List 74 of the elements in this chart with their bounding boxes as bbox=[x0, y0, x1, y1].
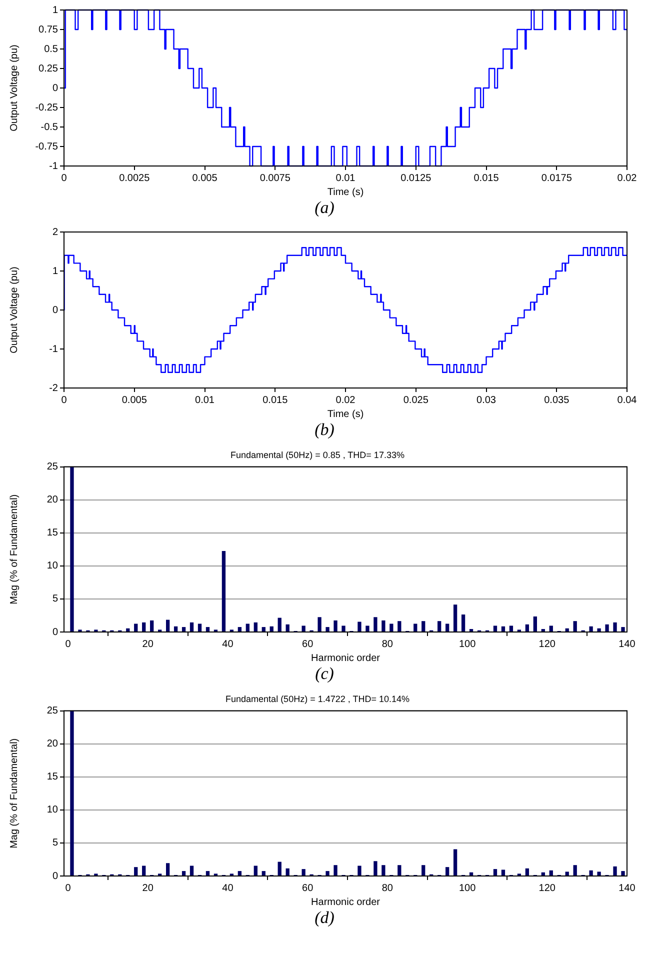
y-tick-label: 1 bbox=[52, 266, 58, 277]
x-tick-label: 120 bbox=[538, 638, 556, 650]
x-tick-label: 80 bbox=[382, 882, 394, 894]
text: (c) bbox=[314, 664, 335, 684]
x-tick-label: 0.01 bbox=[195, 394, 215, 406]
y-tick-label: 2 bbox=[52, 226, 58, 238]
x-tick-label: 0.0075 bbox=[260, 172, 291, 184]
y-tick-label: 15 bbox=[46, 772, 58, 783]
y-tick-label: 10 bbox=[46, 560, 58, 572]
x-tick-label: 80 bbox=[382, 638, 394, 650]
x-tick-label: 140 bbox=[618, 882, 636, 894]
x-tick-label: 60 bbox=[302, 638, 314, 650]
y-tick-label: -0.5 bbox=[40, 122, 58, 133]
x-tick-label: 0 bbox=[65, 638, 72, 650]
x-tick-label: 100 bbox=[458, 638, 476, 650]
x-tick-label: 40 bbox=[222, 882, 234, 894]
x-tick-label: 20 bbox=[142, 882, 154, 894]
y-tick-label: 0 bbox=[52, 626, 58, 638]
y-tick-label: 0.5 bbox=[44, 44, 58, 55]
y-tick-label: 5 bbox=[52, 594, 58, 605]
y-axis-title: Mag (% of Fundamental) bbox=[8, 494, 20, 604]
y-tick-label: 0 bbox=[52, 870, 58, 882]
text: (d) bbox=[314, 908, 336, 928]
x-tick-label: 0.005 bbox=[192, 172, 218, 184]
x-axis-title: Time (s) bbox=[327, 186, 364, 198]
y-axis-title: Output Voltage (pu) bbox=[8, 44, 20, 132]
x-tick-label: 0.01 bbox=[336, 172, 356, 184]
x-tick-label: 0.04 bbox=[617, 394, 638, 406]
x-tick-label: 0.015 bbox=[262, 394, 288, 406]
y-axis-title: Output Voltage (pu) bbox=[8, 266, 20, 354]
x-tick-label: 0.015 bbox=[474, 172, 500, 184]
y-tick-label: -2 bbox=[49, 382, 58, 394]
x-tick-label: 40 bbox=[222, 638, 234, 650]
text: (a) bbox=[314, 198, 336, 218]
y-tick-label: -1 bbox=[49, 344, 58, 355]
x-tick-label: 120 bbox=[538, 882, 556, 894]
y-tick-label: 20 bbox=[46, 738, 58, 750]
y-tick-label: -0.25 bbox=[35, 102, 58, 114]
x-tick-label: 0 bbox=[65, 882, 72, 894]
y-tick-label: 0.25 bbox=[38, 63, 58, 74]
x-axis-title: Harmonic order bbox=[311, 652, 381, 664]
x-tick-label: 0.0025 bbox=[119, 172, 150, 184]
y-tick-label: 25 bbox=[46, 462, 58, 473]
y-tick-label: 20 bbox=[46, 494, 58, 506]
x-tick-label: 0.03 bbox=[476, 394, 496, 406]
y-tick-label: 0 bbox=[52, 82, 58, 94]
x-tick-label: 20 bbox=[142, 638, 154, 650]
chart-title: Fundamental (50Hz) = 1.4722 , THD= 10.14% bbox=[226, 694, 410, 704]
y-tick-label: 0.75 bbox=[38, 24, 58, 36]
x-tick-label: 0 bbox=[61, 394, 68, 406]
y-tick-label: 1 bbox=[52, 4, 58, 16]
x-tick-label: 0.0125 bbox=[400, 172, 432, 184]
y-tick-label: 10 bbox=[46, 804, 58, 816]
y-tick-label: -0.75 bbox=[35, 141, 58, 152]
x-tick-label: 60 bbox=[302, 882, 314, 894]
x-tick-label: 0 bbox=[61, 172, 68, 184]
y-tick-label: 15 bbox=[46, 528, 58, 539]
x-axis-title: Harmonic order bbox=[311, 896, 381, 908]
x-tick-label: 0.02 bbox=[617, 172, 638, 184]
y-tick-label: 0 bbox=[52, 304, 58, 316]
x-tick-label: 0.02 bbox=[336, 394, 356, 406]
x-tick-label: 140 bbox=[618, 638, 636, 650]
y-tick-label: -1 bbox=[49, 160, 58, 172]
y-axis-title: Mag (% of Fundamental) bbox=[8, 738, 20, 848]
x-tick-label: 0.035 bbox=[544, 394, 570, 406]
x-tick-label: 0.0175 bbox=[541, 172, 572, 184]
chart-title: Fundamental (50Hz) = 0.85 , THD= 17.33% bbox=[230, 450, 404, 460]
x-tick-label: 0.005 bbox=[122, 394, 148, 406]
x-tick-label: 100 bbox=[458, 882, 476, 894]
x-tick-label: 0.025 bbox=[403, 394, 429, 406]
x-axis-title: Time (s) bbox=[327, 408, 364, 420]
y-tick-label: 5 bbox=[52, 838, 58, 849]
y-tick-label: 25 bbox=[46, 706, 58, 717]
text: (b) bbox=[314, 420, 336, 440]
